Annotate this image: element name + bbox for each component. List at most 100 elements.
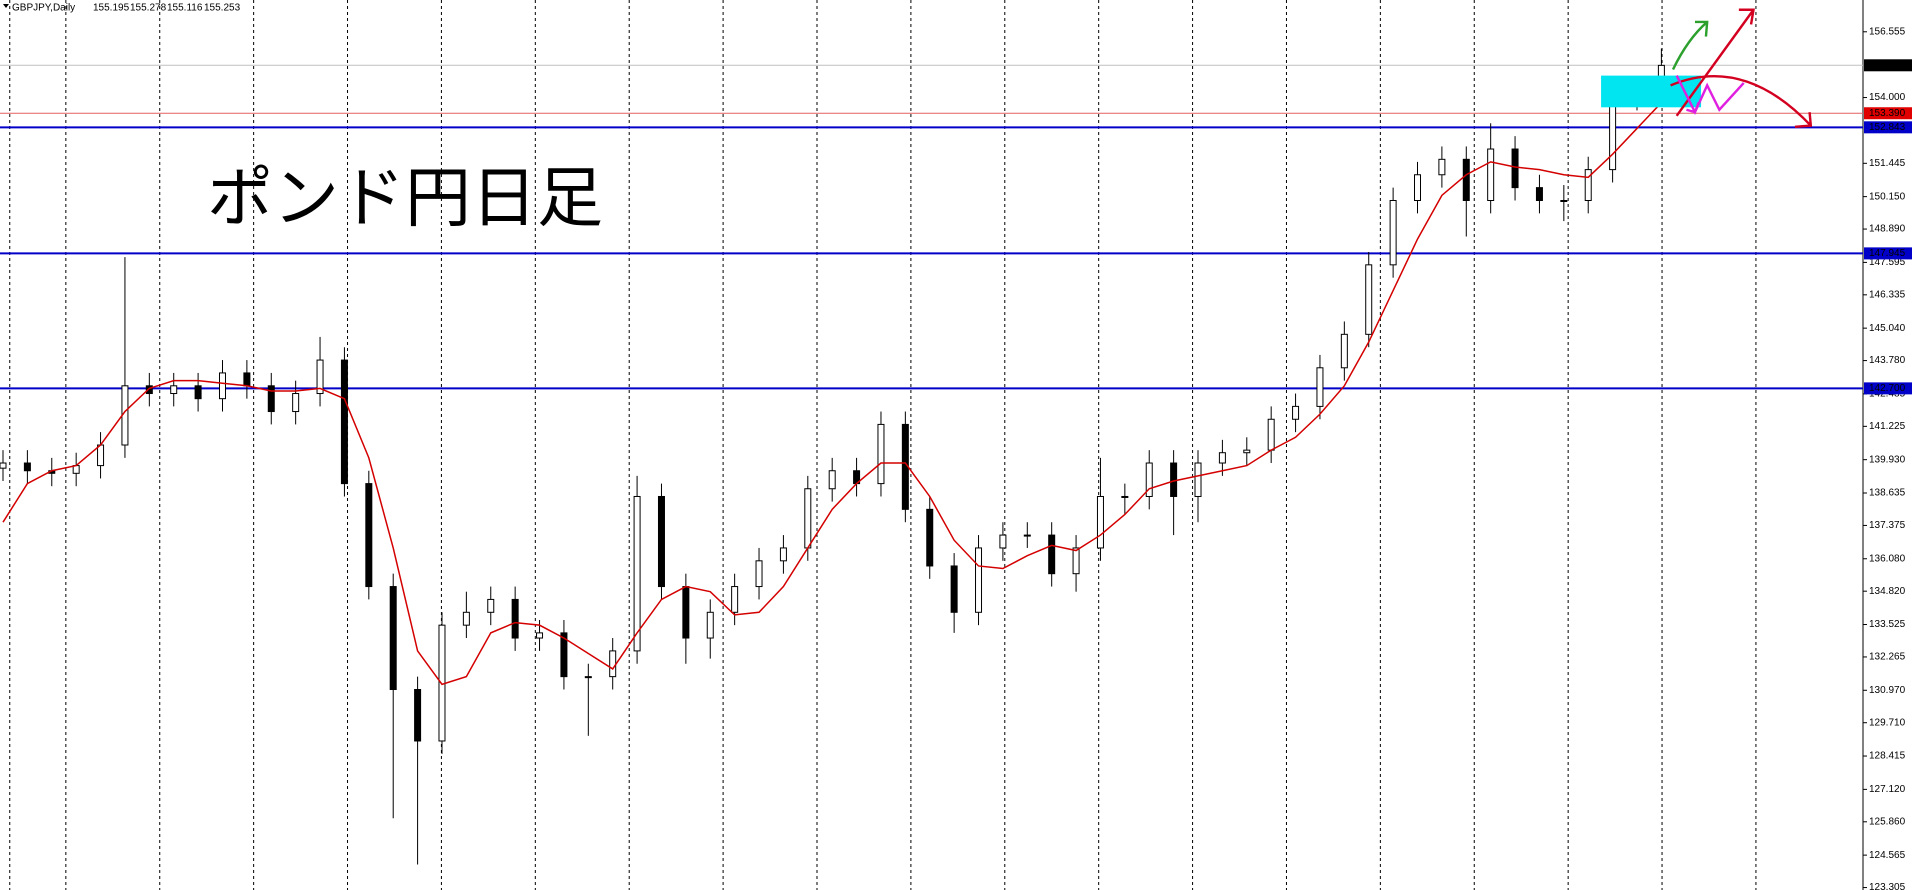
level-label: 152.843 — [1869, 122, 1906, 133]
candle-body — [1072, 547, 1080, 575]
plot — [0, 48, 1863, 865]
candle-body — [1170, 462, 1178, 497]
ohlc: 155.116 — [167, 3, 203, 14]
zigzag — [1675, 75, 1745, 116]
candle-body — [1218, 452, 1226, 464]
level-label: 153.390 — [1869, 108, 1906, 119]
candle-body — [1535, 187, 1543, 201]
y-tick-label: 156.555 — [1869, 26, 1906, 37]
candle-body — [999, 534, 1007, 549]
ohlc: 155.195 — [93, 3, 130, 14]
candle-body — [1511, 148, 1519, 189]
candle-body — [511, 598, 519, 639]
candle-body — [1414, 174, 1422, 201]
candle-body — [340, 359, 348, 485]
candle-body — [218, 372, 226, 400]
candle-body — [462, 611, 470, 626]
candle-body — [1023, 534, 1031, 537]
candle-body — [414, 689, 422, 742]
level-label-box — [1864, 59, 1912, 72]
green-arrow — [1671, 20, 1709, 71]
y-tick-label: 132.265 — [1869, 652, 1906, 663]
level-label: 142.700 — [1869, 383, 1906, 394]
level-label-box — [1864, 247, 1912, 260]
red-arrow — [1675, 8, 1755, 117]
y-tick-label: 129.710 — [1869, 717, 1906, 728]
moving-average — [2, 102, 1662, 686]
candle-body — [1145, 462, 1153, 497]
candle-body — [633, 495, 641, 652]
y-tick-label: 130.970 — [1869, 685, 1906, 696]
candle-body — [926, 508, 934, 567]
chart-title: ポンド円日足 — [207, 160, 603, 234]
candle-body — [657, 495, 665, 588]
candle-body — [23, 462, 31, 472]
candle-body — [0, 462, 7, 469]
candle-body — [1365, 264, 1373, 335]
ohlc: 155.278 — [130, 3, 167, 14]
candle-body — [779, 547, 787, 562]
y-tick-label: 136.080 — [1869, 553, 1906, 564]
level-label-box — [1864, 107, 1912, 120]
candle-body — [828, 470, 836, 490]
candle-body — [243, 372, 251, 387]
y-tick-label: 143.780 — [1869, 355, 1906, 366]
candle-body — [584, 676, 592, 679]
y-tick-label: 146.335 — [1869, 289, 1906, 300]
red-curve-arrow — [1670, 74, 1813, 129]
candle-body — [292, 393, 300, 413]
candle-body — [1389, 199, 1397, 266]
candle-body — [1316, 367, 1324, 407]
y-tick-label: 147.595 — [1869, 257, 1906, 268]
candle-body — [1584, 169, 1592, 201]
candle-body — [1609, 97, 1617, 171]
y-tick-label: 124.565 — [1869, 850, 1906, 861]
y-tick-label: 123.305 — [1869, 882, 1906, 890]
candle-body — [316, 359, 324, 395]
y-tick-label: 139.930 — [1869, 454, 1906, 465]
candle-body — [1267, 418, 1275, 451]
candle-body — [145, 385, 153, 395]
candle-body — [804, 488, 812, 549]
y-tick-label: 127.120 — [1869, 784, 1906, 795]
level-label-box — [1864, 382, 1912, 395]
candle-body — [97, 444, 105, 467]
annotations — [1601, 8, 1813, 129]
menu-arrow — [3, 4, 9, 8]
y-tick-label: 141.225 — [1869, 421, 1906, 432]
y-tick-label: 148.890 — [1869, 224, 1906, 235]
level-label-box — [1864, 121, 1912, 134]
y-tick-label: 154.000 — [1869, 92, 1906, 103]
candle-body — [1560, 199, 1568, 202]
candle-body — [1340, 333, 1348, 369]
candle-body — [706, 611, 714, 639]
candle-body — [487, 598, 495, 613]
candle-body — [731, 586, 739, 613]
y-tick-label: 151.445 — [1869, 158, 1906, 169]
candle-body — [755, 560, 763, 588]
candle-body — [609, 650, 617, 678]
candle-body — [1194, 462, 1202, 497]
candle-body — [1096, 495, 1104, 549]
candle-body — [1292, 405, 1300, 420]
candle-body — [1487, 148, 1495, 201]
y-tick-label: 150.150 — [1869, 191, 1906, 202]
y-tick-label: 137.375 — [1869, 520, 1906, 531]
y-tick-label: 145.040 — [1869, 323, 1906, 334]
candle-body — [1462, 158, 1470, 201]
candle-body — [267, 385, 275, 413]
ohlc: 155.253 — [204, 3, 241, 14]
candle-body — [682, 586, 690, 639]
level-label: 147.945 — [1869, 248, 1906, 259]
y-tick-label: 138.635 — [1869, 488, 1906, 499]
y-axis: 156.555 154.000 151.445 150.150 148.890 147.5… — [1863, 26, 1912, 890]
candle-body — [170, 385, 178, 395]
candle-body — [536, 632, 544, 639]
candle-body — [389, 586, 397, 691]
symbol: GBPJPY,Daily — [12, 3, 75, 14]
candle-body — [1048, 534, 1056, 575]
candle-body — [1438, 158, 1446, 176]
y-tick-label: 125.860 — [1869, 816, 1906, 827]
